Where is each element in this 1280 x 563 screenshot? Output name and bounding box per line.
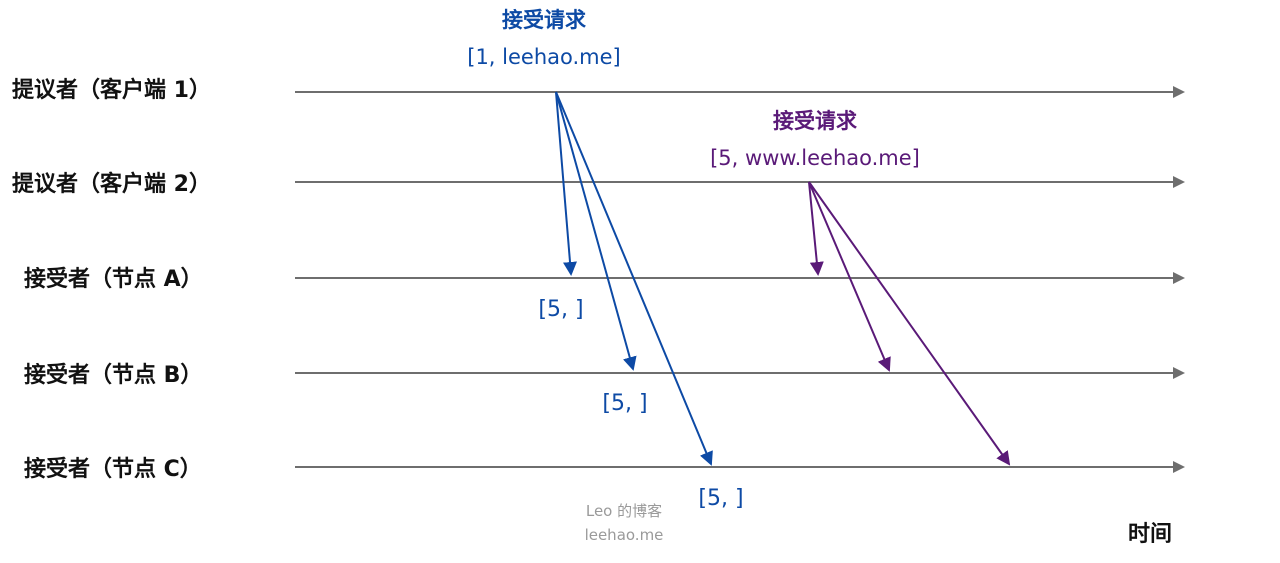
lane-label-client-1: 提议者（客户端 1） [12,77,211,103]
time-axis-label: 时间 [1128,522,1172,547]
request-1-value: [1, leehao.me] [467,45,620,69]
lane-label-node-a: 接受者（节点 A） [24,266,203,292]
lane-label-client-2: 提议者（客户端 2） [12,171,211,197]
response-node-b: [5, ] [602,391,647,416]
message-client2-to-node-c [808,181,1011,466]
lane-label-node-b: 接受者（节点 B） [24,362,202,388]
watermark-url: leehao.me [585,526,664,544]
message-client1-to-node-b [555,91,637,371]
message-client2-to-node-a [808,181,824,276]
response-node-c: [5, ] [698,486,743,511]
request-2-value: [5, www.leehao.me] [710,146,920,170]
message-client1-to-node-a [555,91,577,276]
request-2-title: 接受请求 [773,109,857,133]
response-node-a: [5, ] [538,297,583,322]
message-client1-to-node-c [555,91,713,466]
request-1-title: 接受请求 [502,8,586,32]
message-client2-to-node-b [808,181,891,372]
lane-label-node-c: 接受者（节点 C） [24,456,202,482]
watermark-title: Leo 的博客 [586,502,662,520]
